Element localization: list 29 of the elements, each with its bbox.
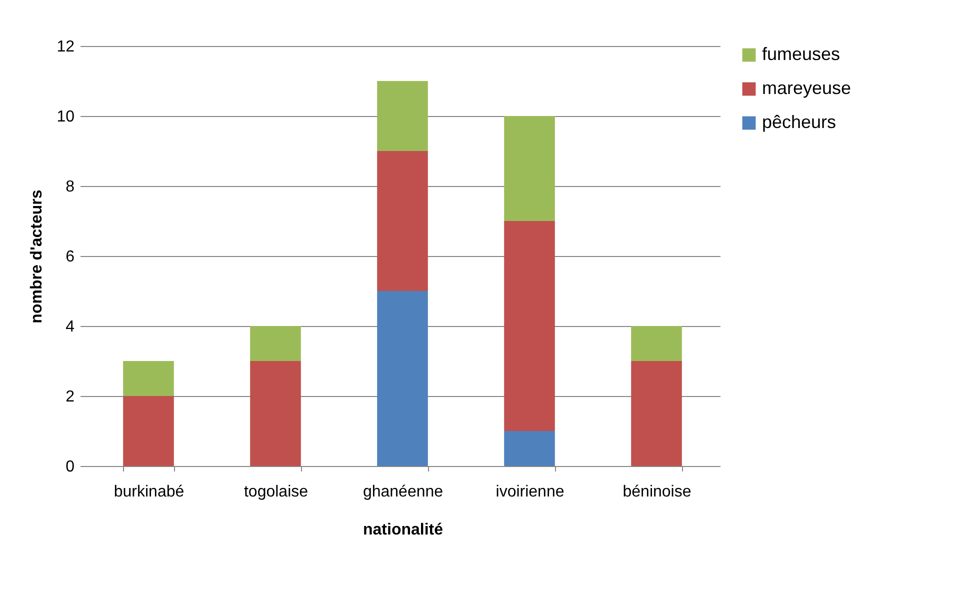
y-tick-label: 10 [56, 108, 75, 126]
bar [504, 116, 555, 221]
y-tick-label: 12 [56, 38, 75, 56]
y-tick-label: 2 [66, 388, 75, 406]
y-tick-label: 4 [66, 318, 75, 336]
x-tick-label: béninoise [622, 484, 692, 500]
y-tick-label: 0 [66, 458, 75, 476]
y-tick-label: 6 [66, 248, 75, 266]
bar [250, 326, 301, 361]
bar [504, 431, 555, 466]
bar [250, 361, 301, 466]
legend-label: pêcheurs [762, 112, 836, 132]
legend-label: mareyeuse [762, 78, 852, 98]
x-tick-label: burkinabé [114, 484, 184, 500]
bar [631, 361, 682, 466]
bar [631, 326, 682, 361]
x-axis-title: nationalité [362, 522, 444, 538]
x-tick-label: ivoirienne [496, 484, 564, 500]
y-tick-label: 8 [66, 178, 75, 196]
x-tick-label: ghanéenne [362, 484, 444, 500]
bar [377, 151, 428, 291]
bar [504, 221, 555, 431]
bar [123, 361, 174, 396]
bar [377, 291, 428, 466]
bar [123, 396, 174, 466]
x-tick-label: togolaise [244, 484, 308, 500]
y-axis-title: nombre d'acteurs [28, 190, 46, 324]
bar [377, 81, 428, 151]
legend-label: fumeuses [762, 44, 840, 64]
